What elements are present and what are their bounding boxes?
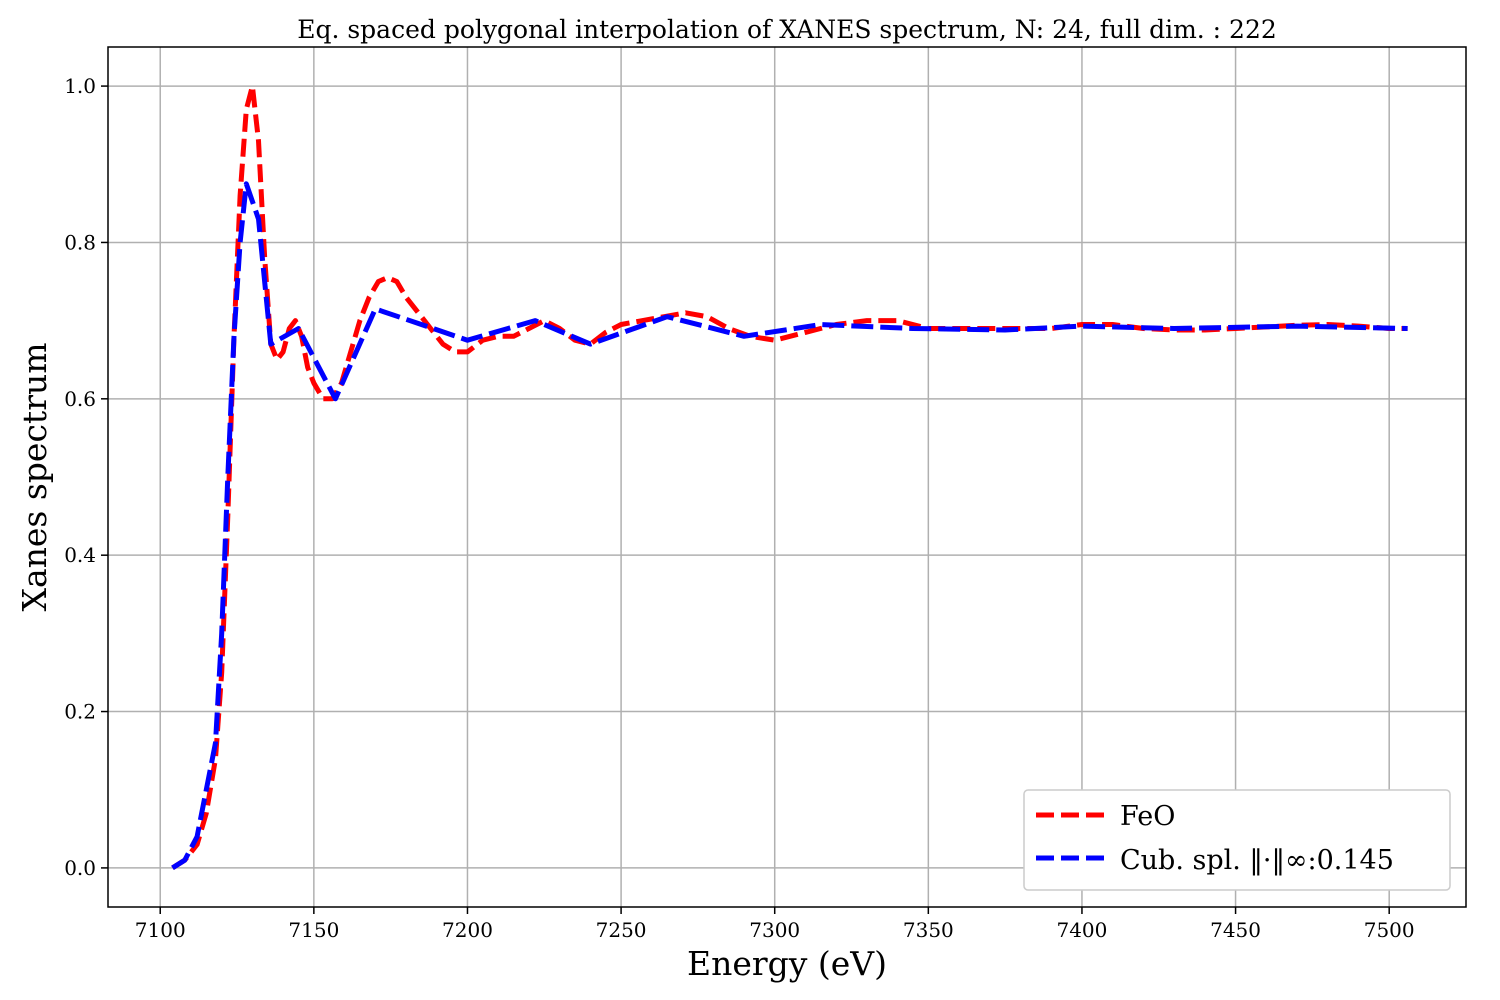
y-tick-label: 0.2 (64, 700, 96, 724)
y-tick-label: 0.8 (64, 230, 96, 254)
plot-frame (107, 46, 1467, 908)
legend: FeO Cub. spl. ‖·‖∞:0.145 (1023, 789, 1451, 891)
y-tick-label: 1.0 (64, 74, 96, 98)
x-tick-label: 7350 (903, 918, 954, 942)
chart-title: Eq. spaced polygonal interpolation of XA… (297, 15, 1277, 44)
x-tick-label: 7200 (442, 918, 493, 942)
y-tick-label: 0.4 (64, 543, 96, 567)
legend-label-cubic-spline: Cub. spl. ‖·‖∞:0.145 (1120, 845, 1394, 876)
legend-box (1023, 789, 1451, 891)
legend-label-feo: FeO (1120, 801, 1175, 832)
series-feo (171, 83, 1408, 871)
series-cubic-spline (171, 181, 1408, 871)
x-tick-label: 7150 (288, 918, 339, 942)
x-tick-label: 7250 (596, 918, 647, 942)
x-tick-label: 7450 (1210, 918, 1261, 942)
series-layer (171, 83, 1408, 871)
y-tick-label: 0.0 (64, 856, 96, 880)
x-tick-label: 7500 (1364, 918, 1415, 942)
y-tick-label: 0.6 (64, 387, 96, 411)
x-axis-label: Energy (eV) (687, 944, 887, 983)
x-tick-label: 7300 (749, 918, 800, 942)
grid (108, 47, 1466, 907)
x-tick-label: 7400 (1056, 918, 1107, 942)
ticks: 7100 7150 7200 7250 7300 7350 7400 7450 7500 0.0 0… (64, 74, 1414, 942)
x-tick-label: 7100 (135, 918, 186, 942)
y-axis-label: Xanes spectrum (15, 342, 54, 611)
